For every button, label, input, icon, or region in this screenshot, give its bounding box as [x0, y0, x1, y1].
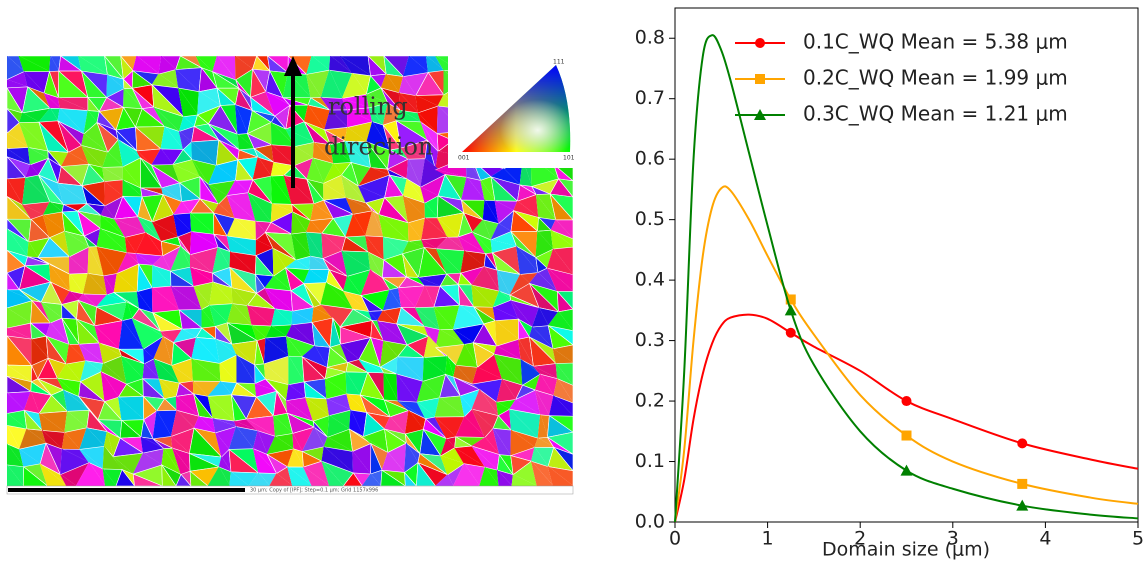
x-tick-label: 1 [762, 528, 774, 550]
y-tick-label: 0.1 [635, 450, 665, 472]
grain [404, 471, 417, 486]
y-tick-label: 0.0 [635, 511, 665, 533]
marker [784, 304, 797, 316]
x-tick-label: 4 [1039, 528, 1051, 550]
grain [39, 462, 67, 486]
legend-label: 0.1C_WQ Mean = 5.38 μm [803, 30, 1068, 54]
grain [132, 473, 163, 486]
y-tick-label: 0.6 [635, 148, 665, 170]
ipf-key-white [462, 65, 571, 152]
scale-bar-frame [6, 485, 574, 495]
marker [1017, 438, 1028, 449]
x-tick-label: 5 [1132, 528, 1144, 550]
y-tick-label: 0.3 [635, 329, 665, 351]
legend-label: 0.2C_WQ Mean = 1.99 μm [803, 66, 1068, 90]
y-tick-label: 0.4 [635, 269, 665, 291]
marker [1016, 499, 1029, 511]
scale-bar-text: 30 µm; Copy of [IPF]; Step=0.1 µm; Grid … [250, 488, 378, 494]
grain [511, 474, 538, 486]
legend-marker [754, 109, 766, 120]
grain [547, 465, 573, 486]
annotation: rolling [328, 93, 408, 121]
x-axis-label: Domain size (μm) [822, 539, 990, 561]
ipf-label: 001 [458, 155, 470, 162]
grain [75, 462, 106, 486]
grain [287, 466, 313, 486]
grain [22, 466, 49, 486]
arrow-head [284, 56, 302, 76]
marker [901, 396, 912, 407]
grain [115, 468, 135, 486]
grain [342, 472, 363, 486]
grain [269, 473, 293, 486]
ipf-label: 111 [553, 59, 565, 66]
grain [496, 469, 513, 486]
grain [479, 466, 500, 486]
grain [380, 469, 406, 486]
y-tick-label: 0.5 [635, 208, 665, 230]
y-tick-label: 0.8 [635, 27, 665, 49]
y-tick-label: 0.7 [635, 87, 665, 109]
grain [7, 464, 24, 486]
plot-frame [674, 7, 1139, 523]
x-tick-label: 2 [854, 528, 866, 550]
grain [175, 473, 192, 486]
y-tick-label: 0.2 [635, 390, 665, 412]
grain [435, 474, 454, 486]
ipf-label: 101 [563, 155, 575, 162]
series-line [674, 313, 1139, 523]
grain [248, 472, 270, 486]
grain [60, 474, 77, 486]
grain [161, 463, 177, 486]
legend-marker [755, 74, 765, 84]
grain [207, 466, 231, 486]
grain [302, 466, 330, 486]
marker [901, 430, 912, 441]
marker [1017, 478, 1028, 489]
x-tick-label: 3 [947, 528, 959, 550]
grain [416, 461, 436, 486]
grain [321, 461, 344, 486]
marker [900, 464, 913, 476]
grain [361, 473, 382, 486]
annotation: direction [324, 133, 433, 161]
scale-bar [8, 488, 245, 492]
grain [452, 463, 480, 486]
grain [102, 467, 117, 486]
series-line [674, 34, 1139, 523]
legend-label: 0.3C_WQ Mean = 1.21 μm [803, 102, 1068, 126]
marker [785, 294, 796, 305]
marker [785, 327, 796, 338]
grain [229, 471, 250, 486]
legend-marker [755, 38, 765, 48]
chart: 0.0 0.1 0.2 0.3 0.4 0.5 0.6 0.7 0.8 0 1 2 3 4 5 0.1C_WQ… [635, 7, 1144, 550]
ebsd-map [7, 56, 573, 486]
grain [531, 461, 554, 486]
grain [189, 470, 209, 486]
series-line [674, 185, 1139, 523]
x-tick-label: 0 [669, 528, 681, 550]
